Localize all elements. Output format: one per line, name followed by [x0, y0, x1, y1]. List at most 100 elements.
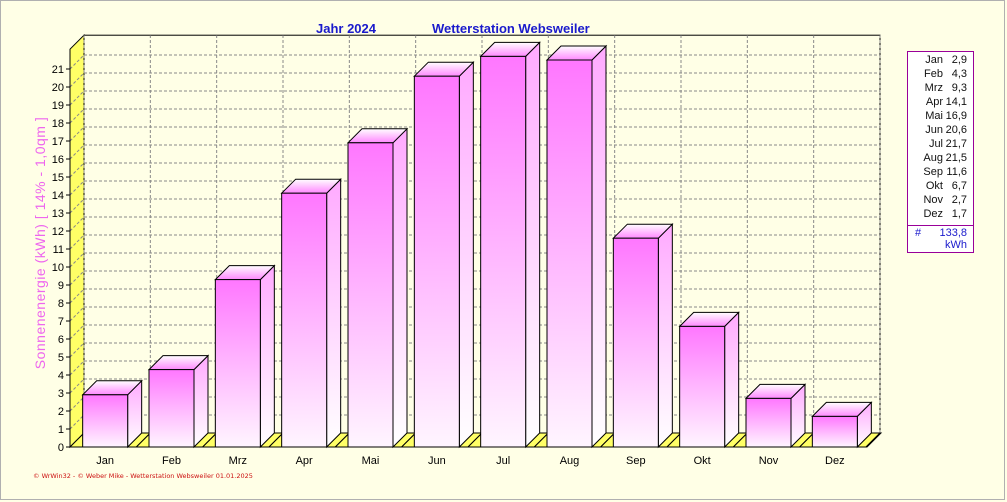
bar-feb — [147, 354, 210, 449]
grid-line-diag — [69, 252, 85, 268]
legend-total-value: 133,8 — [939, 227, 967, 239]
x-category-label: Aug — [560, 455, 580, 467]
legend-row: Dez 1,7 — [908, 207, 973, 221]
y-tick-label: 18 — [52, 118, 64, 130]
legend-month: Feb — [924, 68, 943, 80]
grid-line-diag — [69, 216, 85, 232]
footer-credit: © WrWin32 - © Weber Mike - Wetterstation… — [33, 472, 253, 480]
legend-total-unit: kWh — [945, 239, 967, 251]
bar-side — [458, 60, 474, 449]
bar-front — [480, 55, 527, 448]
legend-row: Apr 14,1 — [908, 95, 973, 109]
bar-dez — [811, 401, 873, 449]
bar-okt — [678, 311, 740, 449]
grid-line-diag — [69, 306, 85, 322]
legend-month: Jul — [928, 138, 943, 150]
legend-row: Aug 21,5 — [908, 151, 973, 165]
x-category-label: Mrz — [229, 455, 247, 467]
grid-line-diag — [69, 108, 85, 124]
bar-front — [811, 415, 858, 448]
x-category-label: Jun — [428, 455, 446, 467]
y-tick-label: 4 — [58, 370, 64, 382]
bar-side — [392, 127, 408, 449]
legend-value: 20,6 — [945, 124, 967, 136]
legend-row: Jul 21,7 — [908, 137, 973, 151]
bar-front — [148, 369, 195, 448]
y-tick-label: 19 — [52, 100, 64, 112]
legend-row: Mai 16,9 — [908, 109, 973, 123]
year-title: Jahr 2024 — [316, 21, 376, 36]
legend-month: Aug — [923, 152, 943, 164]
bar-front — [281, 192, 328, 448]
x-category-label: Feb — [162, 455, 181, 467]
grid-line-diag — [69, 414, 85, 430]
x-category-label: Okt — [694, 455, 711, 467]
bar-front — [679, 325, 726, 448]
legend-month: Okt — [925, 180, 943, 192]
y-tick-label: 1 — [58, 424, 64, 436]
y-tick-label: 10 — [52, 262, 64, 274]
bar-side — [657, 222, 673, 449]
y-tick-label: 11 — [53, 244, 64, 256]
floor-end — [864, 432, 883, 448]
x-category-label: Apr — [296, 455, 313, 467]
legend-month: Sep — [923, 166, 943, 178]
grid-line-diag — [69, 324, 85, 340]
y-tick-label: 9 — [58, 280, 64, 292]
legend-month: Jun — [925, 124, 943, 136]
bar-side — [259, 264, 275, 449]
bar-aug — [545, 44, 608, 449]
y-tick-label: 0 — [58, 442, 64, 454]
y-tick-label: 2 — [58, 406, 64, 418]
grid-line-diag — [69, 144, 85, 160]
bar-nov — [744, 383, 807, 449]
grid-line-diag — [69, 288, 85, 304]
bar-mrz — [214, 264, 276, 449]
bar-sep — [612, 222, 674, 449]
plot-left-wall — [69, 33, 85, 449]
legend-value: 14,1 — [945, 96, 967, 108]
legend-separator — [908, 225, 973, 226]
bar-jul — [479, 41, 541, 449]
y-tick-label: 15 — [52, 172, 64, 184]
legend-row: Sep 11,6 — [908, 165, 973, 179]
legend-row: Mrz 9,3 — [908, 81, 973, 95]
legend-month: Apr — [925, 96, 943, 108]
grid-line-diag — [69, 360, 85, 376]
y-tick-label: 13 — [52, 208, 64, 220]
grid-line-diag — [69, 198, 85, 214]
legend-row: Jun 20,6 — [908, 123, 973, 137]
x-category-label: Dez — [825, 455, 845, 467]
y-tick-label: 6 — [58, 334, 64, 346]
legend-value: 11,6 — [946, 166, 967, 178]
grid-line-diag — [69, 90, 85, 106]
grid-line-diag — [69, 54, 85, 70]
y-tick-label: 17 — [52, 136, 64, 148]
grid-line-diag — [69, 180, 85, 196]
y-tick-label: 20 — [52, 82, 64, 94]
grid-line-diag — [69, 270, 85, 286]
grid-line-diag — [69, 234, 85, 250]
bar-jun — [413, 60, 475, 449]
legend-month: Dez — [923, 208, 943, 220]
legend-value: 6,7 — [951, 180, 967, 192]
legend-value: 1,7 — [951, 208, 967, 220]
legend-value: 2,9 — [951, 54, 967, 66]
y-tick-label: 8 — [58, 298, 64, 310]
x-category-label: Sep — [626, 455, 646, 467]
legend-month: Jan — [925, 54, 943, 66]
legend-row: Feb 4,3 — [908, 67, 973, 81]
bar-front — [347, 142, 394, 448]
x-category-label: Mai — [362, 455, 380, 467]
bar-front — [82, 394, 129, 448]
legend-value: 4,3 — [951, 68, 967, 80]
grid-line-diag — [69, 378, 85, 394]
legend-month: Nov — [923, 194, 943, 206]
legend-value: 21,5 — [945, 152, 967, 164]
bar-front — [546, 59, 593, 448]
bar-jan — [81, 379, 143, 449]
y-tick-label: 5 — [58, 352, 64, 364]
grid-line-diag — [69, 396, 85, 412]
legend-value: 16,9 — [945, 110, 967, 122]
